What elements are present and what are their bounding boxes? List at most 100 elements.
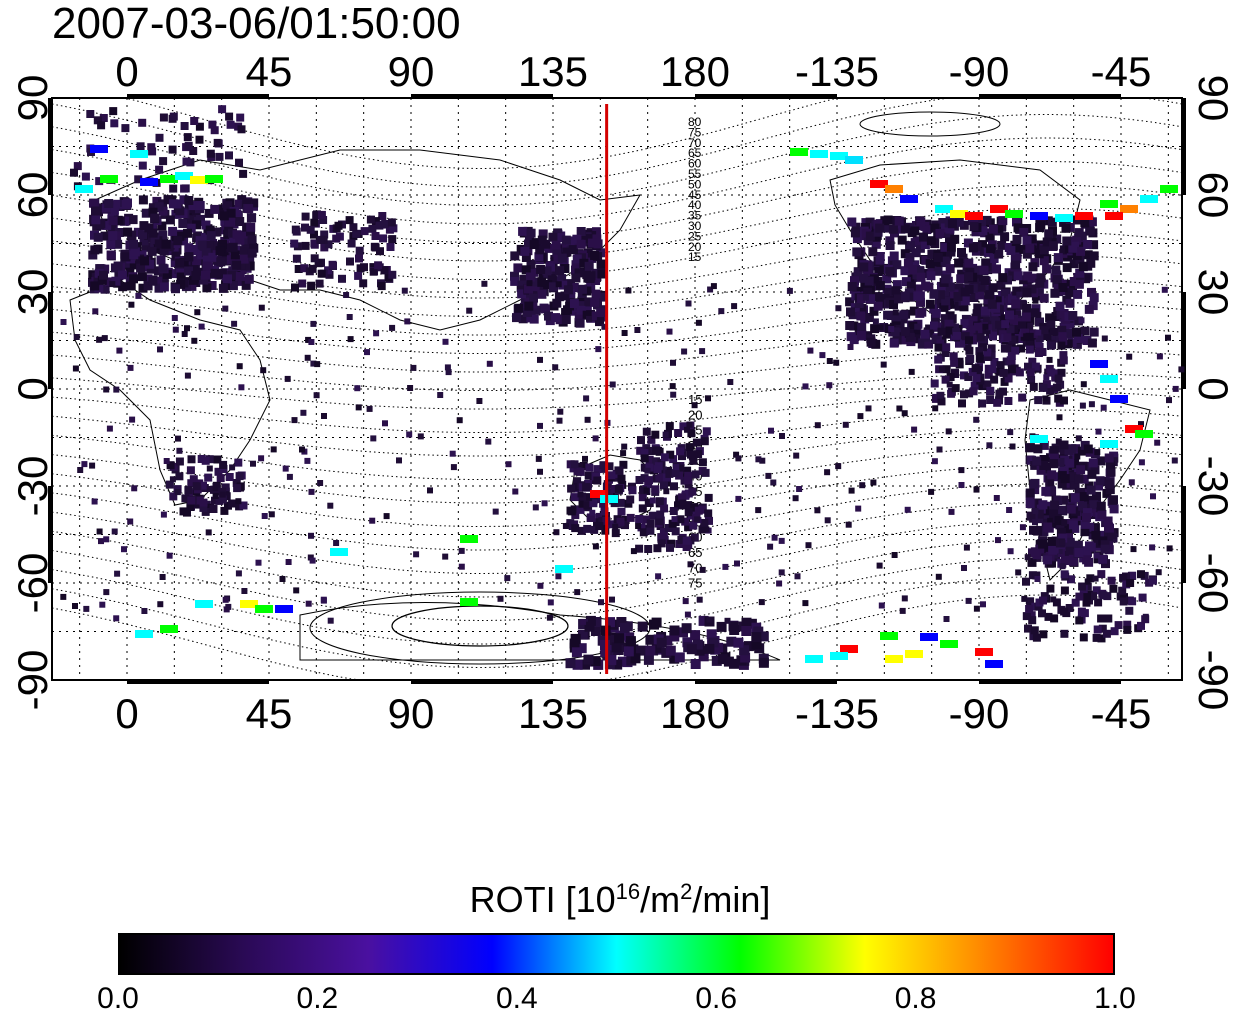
roti-cell bbox=[101, 335, 108, 342]
roti-cell bbox=[1100, 544, 1110, 554]
roti-cell bbox=[611, 529, 620, 538]
contour-label: 55 bbox=[688, 167, 702, 181]
colorbar-tick-label: 0.6 bbox=[695, 982, 738, 1015]
contour-label: 65 bbox=[688, 545, 702, 560]
roti-cell bbox=[755, 507, 762, 514]
roti-cell bbox=[1015, 569, 1022, 576]
roti-cell bbox=[73, 334, 80, 340]
roti-cell bbox=[589, 509, 596, 516]
roti-cell bbox=[1078, 262, 1088, 272]
roti-cell bbox=[241, 588, 248, 594]
roti-cell bbox=[228, 499, 237, 508]
roti-cell bbox=[72, 365, 79, 372]
roti-cell bbox=[190, 246, 200, 256]
roti-cell bbox=[704, 493, 713, 502]
roti-cell bbox=[638, 504, 647, 513]
roti-cell bbox=[1083, 582, 1092, 591]
roti-cell bbox=[1063, 279, 1073, 289]
roti-cell bbox=[529, 267, 539, 277]
roti-cell bbox=[940, 314, 950, 324]
roti-cell bbox=[1087, 338, 1097, 348]
roti-cell bbox=[60, 593, 67, 600]
roti-cell-high bbox=[555, 565, 573, 573]
roti-cell bbox=[239, 254, 249, 264]
roti-cell bbox=[915, 266, 925, 276]
roti-cell bbox=[1065, 319, 1075, 329]
roti-cell bbox=[698, 615, 709, 626]
roti-cell bbox=[885, 241, 895, 250]
roti-cell bbox=[153, 244, 163, 254]
roti-cell bbox=[1043, 522, 1053, 532]
roti-cell bbox=[941, 258, 951, 268]
roti-cell bbox=[945, 264, 955, 274]
roti-cell bbox=[847, 282, 857, 291]
roti-cell bbox=[176, 447, 183, 454]
top-lon-tick-label: -90 bbox=[949, 48, 1010, 95]
roti-cell bbox=[225, 151, 233, 160]
roti-cell bbox=[235, 158, 243, 167]
roti-cell bbox=[141, 242, 151, 252]
roti-cell-high bbox=[880, 632, 898, 640]
roti-cell bbox=[847, 344, 854, 350]
roti-cell bbox=[1084, 557, 1094, 567]
roti-cell bbox=[1101, 335, 1108, 342]
roti-cell bbox=[792, 495, 799, 502]
roti-cell bbox=[911, 426, 918, 433]
roti-cell bbox=[512, 313, 521, 323]
roti-cell bbox=[187, 496, 196, 505]
roti-cell bbox=[850, 276, 859, 286]
roti-cell bbox=[865, 405, 872, 412]
roti-cell bbox=[963, 238, 973, 248]
roti-cell bbox=[1001, 320, 1010, 329]
roti-cell bbox=[705, 395, 711, 402]
roti-cell bbox=[885, 236, 895, 246]
roti-cell bbox=[237, 195, 247, 205]
roti-cell bbox=[201, 507, 210, 516]
roti-cell bbox=[670, 359, 676, 366]
roti-cell bbox=[180, 184, 189, 193]
roti-cell bbox=[109, 107, 118, 116]
roti-cell bbox=[1042, 264, 1052, 274]
roti-cell bbox=[1104, 453, 1114, 463]
roti-cell bbox=[552, 248, 562, 258]
roti-cell bbox=[175, 206, 185, 216]
roti-cell bbox=[232, 230, 242, 240]
roti-cell-high bbox=[590, 490, 608, 498]
roti-cell bbox=[1046, 320, 1056, 330]
roti-cell bbox=[873, 301, 883, 311]
roti-cell bbox=[955, 357, 964, 366]
roti-cell bbox=[698, 458, 707, 467]
roti-cell bbox=[862, 294, 869, 301]
roti-cell bbox=[582, 483, 591, 492]
roti-cell bbox=[379, 234, 388, 243]
roti-cell bbox=[191, 337, 198, 344]
roti-cell bbox=[845, 521, 852, 528]
roti-cell bbox=[1059, 309, 1069, 318]
roti-cell bbox=[666, 450, 675, 459]
roti-cell bbox=[973, 416, 980, 423]
roti-cell bbox=[244, 274, 254, 284]
roti-cell bbox=[1009, 443, 1016, 450]
roti-cell-high bbox=[255, 605, 273, 613]
roti-cell bbox=[1013, 223, 1023, 233]
roti-cell bbox=[657, 533, 666, 542]
roti-cell bbox=[969, 222, 979, 232]
roti-cell bbox=[235, 235, 245, 245]
roti-cell bbox=[377, 282, 386, 291]
roti-cell bbox=[674, 429, 683, 437]
roti-cell bbox=[900, 327, 910, 337]
roti-cell bbox=[890, 322, 899, 332]
roti-cell bbox=[865, 231, 875, 241]
roti-cell bbox=[1149, 544, 1156, 551]
roti-cell bbox=[388, 270, 397, 279]
roti-cell bbox=[437, 392, 444, 398]
roti-cell bbox=[644, 545, 653, 553]
roti-cell bbox=[90, 198, 100, 208]
roti-cell bbox=[1039, 245, 1049, 255]
roti-cell bbox=[971, 334, 980, 343]
roti-cell bbox=[1042, 395, 1049, 402]
roti-cell bbox=[1039, 527, 1049, 537]
roti-cell-high bbox=[900, 195, 918, 203]
roti-cell bbox=[141, 208, 151, 218]
roti-cell bbox=[370, 435, 377, 442]
